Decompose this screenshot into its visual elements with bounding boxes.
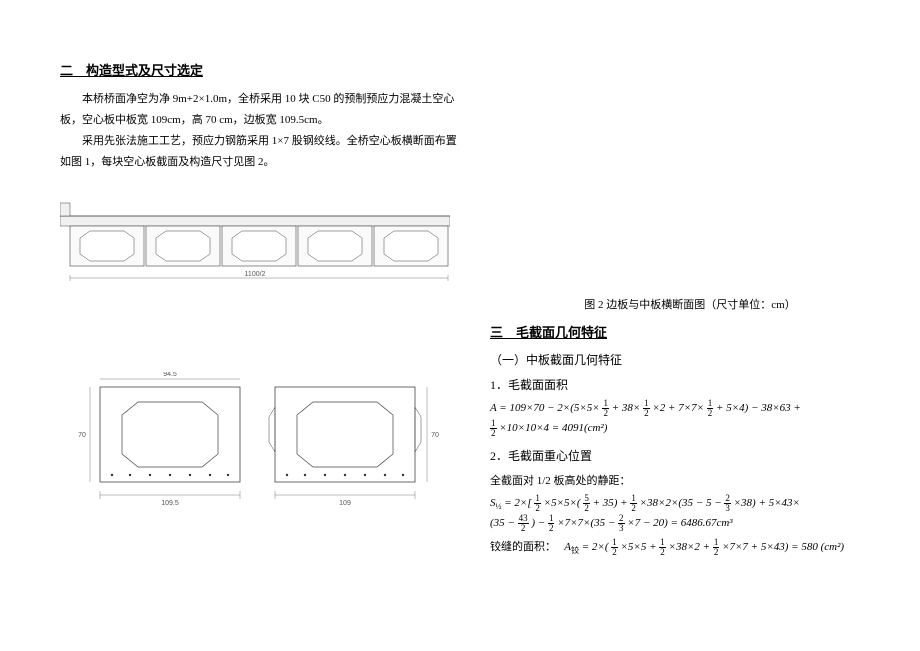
formula-s-p5: ×38×2×(35 − 5 − xyxy=(640,497,725,509)
svg-text:109.5: 109.5 xyxy=(161,500,179,507)
formula-s-p10: ×7 − 20) = 6486.67cm³ xyxy=(627,517,732,529)
slab-sections-svg: 109.5 94.5 70 109 xyxy=(60,372,450,522)
section-3-heading: 三 毛截面几何特征 xyxy=(490,322,890,341)
frac-half-1: 12 xyxy=(602,399,609,418)
frac-half-6: 12 xyxy=(630,494,637,513)
section-2-heading: 二 构造型式及尺寸选定 xyxy=(60,60,460,79)
frac-half-7: 12 xyxy=(548,514,555,533)
svg-text:70: 70 xyxy=(78,432,86,439)
formula-aj-sub: 铰 xyxy=(571,546,579,555)
formula-aj-p3: ×5×5 + xyxy=(621,541,660,553)
sub-heading-1: （一）中板截面几何特征 xyxy=(490,351,890,368)
bridge-cross-section-svg: 1100/2 xyxy=(60,198,450,288)
formula-s-p9: ×7×7×(35 − xyxy=(557,517,618,529)
formula-s-p2: = 2×[ xyxy=(504,497,531,509)
svg-text:109: 109 xyxy=(339,500,351,507)
formula-s-p7: (35 − xyxy=(490,517,518,529)
formula-aj-p5: ×7×7 + 5×43) = 580 (cm²) xyxy=(722,541,844,553)
frac-half-2: 12 xyxy=(643,399,650,418)
formula-a-part3: ×2 + 7×7× xyxy=(652,402,704,414)
hinge-label: 铰缝的面积： xyxy=(490,541,556,553)
frac-half-3: 12 xyxy=(707,399,714,418)
svg-text:94.5: 94.5 xyxy=(163,372,177,378)
formula-s-p3: ×5×5×( xyxy=(544,497,581,509)
frac-twothird-2: 23 xyxy=(618,514,625,533)
sub-heading-4: 全截面对 1/2 板高处的静距： xyxy=(490,472,890,488)
sub-heading-3: 2．毛截面重心位置 xyxy=(490,447,890,464)
formula-s-p4: + 35) + xyxy=(593,497,631,509)
formula-area: A = 109×70 − 2×(5×5× 12 + 38× 12 ×2 + 7×… xyxy=(490,399,890,439)
sub-heading-2: 1．毛截面面积 xyxy=(490,376,890,393)
frac-half-8: 12 xyxy=(611,538,618,557)
figure-2-caption: 图 2 边板与中板横断面图（尺寸单位：cm） xyxy=(490,296,890,312)
frac-fivehalf: 52 xyxy=(583,494,590,513)
formula-a-part1: A = 109×70 − 2×(5×5× xyxy=(490,402,600,414)
formula-hinge-area: 铰缝的面积： A铰 = 2×( 12 ×5×5 + 12 ×38×2 + 12 … xyxy=(490,538,890,559)
figure-1: 1100/2 xyxy=(60,198,450,292)
frac-twothird-1: 23 xyxy=(724,494,731,513)
frac-half-9: 12 xyxy=(659,538,666,557)
formula-a-part2: + 38× xyxy=(612,402,641,414)
formula-static-moment: S½ = 2×[ 12 ×5×5×( 52 + 35) + 12 ×38×2×(… xyxy=(490,494,890,534)
frac-half-5: 12 xyxy=(534,494,541,513)
right-column: 图 2 边板与中板横断面图（尺寸单位：cm） 三 毛截面几何特征 （一）中板截面… xyxy=(490,290,890,563)
figure-2: 109.5 94.5 70 109 xyxy=(60,372,450,526)
left-column: 二 构造型式及尺寸选定 本桥桥面净空为净 9m+2×1.0m，全桥采用 10 块… xyxy=(60,60,460,526)
para-1: 本桥桥面净空为净 9m+2×1.0m，全桥采用 10 块 C50 的预制预应力混… xyxy=(60,89,460,131)
formula-s-p8: ) − xyxy=(531,517,548,529)
formula-aj-sym: A xyxy=(564,541,571,553)
para-2: 采用先张法施工工艺，预应力钢筋采用 1×7 股钢绞线。全桥空心板横断面布置如图 … xyxy=(60,131,460,173)
formula-aj-p4: ×38×2 + xyxy=(669,541,713,553)
formula-s-sub: ½ xyxy=(496,502,502,511)
svg-text:1100/2: 1100/2 xyxy=(245,271,266,278)
frac-43half: 432 xyxy=(518,514,529,533)
formula-aj-p2: = 2×( xyxy=(582,541,609,553)
formula-a-part5: ×10×10×4 = 4091(cm²) xyxy=(499,422,607,434)
svg-text:70: 70 xyxy=(431,432,439,439)
frac-half-10: 12 xyxy=(713,538,720,557)
frac-half-4: 12 xyxy=(490,419,497,438)
formula-s-p6: ×38) + 5×43× xyxy=(734,497,800,509)
formula-a-part4: + 5×4) − 38×63 + xyxy=(716,402,801,414)
